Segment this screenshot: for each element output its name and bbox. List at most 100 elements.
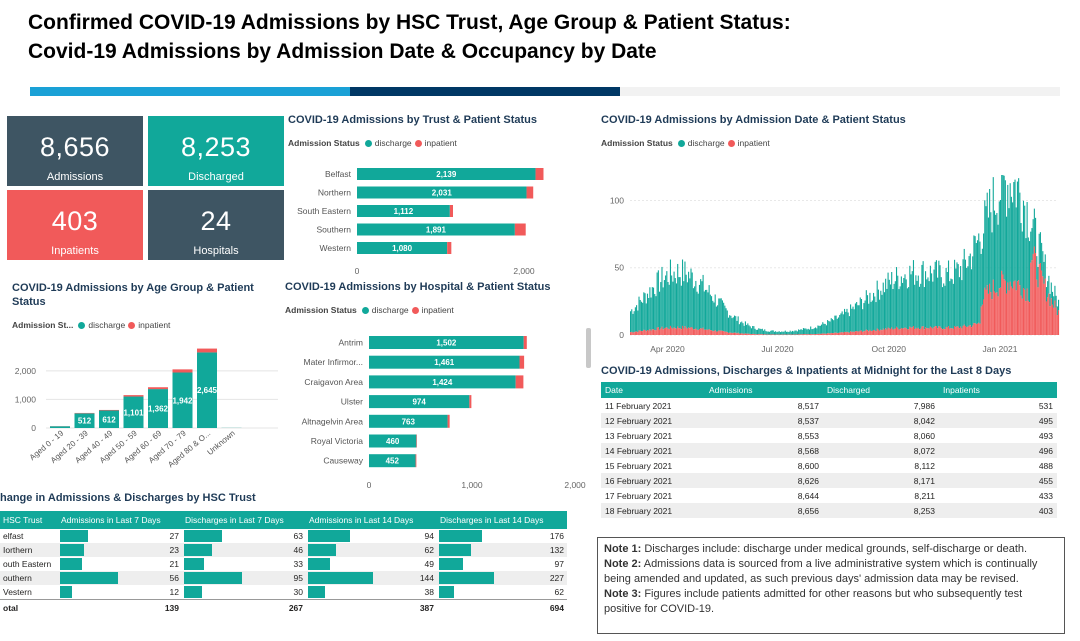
- discharge-bar: [845, 311, 847, 333]
- discharge-bar: [996, 212, 998, 293]
- discharge-bar: [799, 329, 801, 335]
- discharge-bar: [1020, 223, 1022, 296]
- col-discharged[interactable]: Discharged: [823, 382, 939, 398]
- col-dis14[interactable]: Discharges in Last 14 Days: [437, 511, 567, 529]
- inpatient-bar: [846, 331, 848, 335]
- inpatient-bar: [922, 326, 924, 335]
- table-row[interactable]: elfast 27 63 94 176: [0, 529, 567, 543]
- legend-discharge[interactable]: discharge: [371, 305, 409, 315]
- table-row[interactable]: Vestern 12 30 38 62: [0, 585, 567, 599]
- inpatient-bar: [732, 332, 734, 335]
- category-label: Mater Infirmor...: [303, 357, 363, 367]
- discharge-bar: [911, 271, 913, 328]
- inpatient-bar: [841, 332, 843, 335]
- discharge-bar: [877, 289, 879, 330]
- hospitals-card[interactable]: 24 Hospitals: [148, 190, 284, 260]
- data-bar: [308, 544, 336, 556]
- inpatient-bar: [733, 332, 736, 335]
- inpatient-bar: [891, 327, 893, 335]
- table-row[interactable]: 14 February 2021 8,568 8,072 496: [601, 443, 1057, 458]
- discharge-bar: [771, 330, 773, 335]
- inpatient-bar: [657, 327, 659, 335]
- inpatient-bar: [991, 299, 993, 335]
- inpatient-bar: [934, 326, 936, 335]
- inpatient-dot-icon: [414, 139, 422, 147]
- hospital-chart-scrollbar[interactable]: [586, 328, 591, 368]
- table-cell: 13 February 2021: [605, 430, 673, 441]
- discharge-bar: [723, 302, 725, 332]
- discharge-bar: [675, 283, 678, 329]
- table-row[interactable]: 18 February 2021 8,656 8,253 403: [601, 503, 1057, 518]
- discharge-bar: [632, 313, 634, 333]
- table-row[interactable]: 17 February 2021 8,644 8,211 433: [601, 488, 1057, 503]
- discharge-bar: [927, 277, 929, 329]
- col-admissions[interactable]: Admissions: [705, 382, 823, 398]
- value-cell: 12: [58, 585, 182, 599]
- discharge-bar: [762, 330, 765, 335]
- inpatient-bar: [671, 327, 673, 335]
- table-row[interactable]: 16 February 2021 8,626 8,171 455: [601, 473, 1057, 488]
- inpatient-bar: [912, 326, 915, 335]
- inpatient-bar: [1025, 301, 1027, 335]
- legend-discharge[interactable]: discharge: [374, 138, 412, 148]
- discharge-bar: [631, 309, 633, 332]
- data-bar: [184, 558, 205, 570]
- discharge-bar: [788, 331, 790, 335]
- discharge-bar: [660, 282, 662, 329]
- value-cell: 23: [58, 543, 182, 557]
- inpatient-bar: [915, 327, 917, 335]
- table-row[interactable]: 12 February 2021 8,537 8,042 495: [601, 413, 1057, 428]
- inpatients-card[interactable]: 403 Inpatients: [7, 190, 143, 260]
- discharge-bar: [702, 274, 704, 328]
- discharge-bar: [998, 201, 1000, 289]
- legend-inpatient[interactable]: inpatient: [737, 138, 770, 148]
- col-adm7[interactable]: Admissions in Last 7 Days: [58, 511, 182, 529]
- table-row[interactable]: outh Eastern 21 33 49 97: [0, 557, 567, 571]
- table-row[interactable]: 11 February 2021 8,517 7,986 531: [601, 398, 1057, 413]
- discharge-bar: [875, 302, 877, 332]
- inpatient-bar: [802, 334, 804, 335]
- discharge-bar: [969, 253, 971, 326]
- discharge-bar: [883, 292, 885, 330]
- col-dis7[interactable]: Discharges in Last 7 Days: [182, 511, 306, 529]
- discharge-bar: [769, 331, 771, 335]
- inpatient-bar: [720, 330, 722, 335]
- category-label: Western: [320, 243, 352, 253]
- legend-discharge[interactable]: discharge: [687, 138, 725, 148]
- inpatient-bar: [997, 296, 999, 335]
- col-date[interactable]: Date: [601, 382, 705, 398]
- inpatient-bar: [742, 333, 744, 335]
- discharge-bar: [829, 321, 831, 334]
- inpatient-bar: [874, 330, 876, 335]
- legend-inpatient[interactable]: inpatient: [421, 305, 454, 315]
- table-row[interactable]: outhern 56 95 144 227: [0, 571, 567, 585]
- card-value: 24: [200, 206, 232, 236]
- admissions-card[interactable]: 8,656 Admissions: [7, 116, 143, 186]
- discharge-bar: [904, 274, 906, 328]
- discharge-bar: [651, 287, 653, 330]
- inpatient-bar: [743, 333, 745, 335]
- legend-discharge[interactable]: discharge: [88, 320, 126, 330]
- discharged-card[interactable]: 8,253 Discharged: [148, 116, 284, 186]
- discharge-bar: [888, 279, 890, 329]
- inpatient-bar: [836, 333, 838, 335]
- discharge-bar: [652, 287, 655, 330]
- inpatient-bar: [798, 334, 800, 335]
- data-bar: [308, 558, 331, 570]
- discharge-dot-icon: [361, 306, 369, 314]
- legend-inpatient[interactable]: inpatient: [424, 138, 457, 148]
- discharge-bar: [997, 224, 999, 297]
- inpatient-bar: [746, 333, 748, 335]
- discharge-bar: [713, 302, 715, 332]
- inpatient-bar: [795, 334, 797, 335]
- data-label: 1,362: [148, 405, 169, 414]
- col-inpatients[interactable]: Inpatients: [939, 382, 1057, 398]
- table-row[interactable]: 15 February 2021 8,600 8,112 488: [601, 458, 1057, 473]
- discharge-bar: [954, 259, 956, 326]
- table-row[interactable]: 13 February 2021 8,553 8,060 493: [601, 428, 1057, 443]
- legend-inpatient[interactable]: inpatient: [138, 320, 171, 330]
- inpatient-bar: [865, 329, 867, 335]
- col-adm14[interactable]: Admissions in Last 14 Days: [306, 511, 437, 529]
- col-trust[interactable]: HSC Trust: [0, 511, 58, 529]
- table-row[interactable]: Iorthern 23 46 62 132: [0, 543, 567, 557]
